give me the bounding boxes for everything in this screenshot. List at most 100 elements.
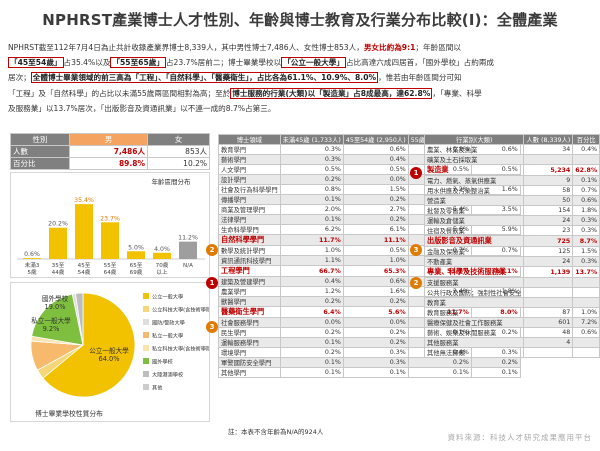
table-row: 教育服務業 87 1.0% (423, 307, 600, 318)
field-table-header: 博士領域 (218, 134, 281, 145)
industry-name: 運輸及倉儲業 (423, 215, 525, 226)
female-count: 853人 (147, 145, 210, 158)
industry-count: 4 (523, 337, 574, 348)
field-value: 11.1% (342, 234, 409, 246)
industry-name: 教育服務業 (423, 307, 525, 318)
intro-highlight: 男女比約為9:1 (363, 43, 416, 52)
field-name: 社會服務學門 (218, 317, 281, 328)
industry-table-header: 行業別(大類) (423, 134, 525, 145)
field-value: 0.6% (342, 276, 409, 287)
table-row: 批發及零售業 154 1.8% (423, 205, 600, 216)
legend-label: 大陸港澳學校 (152, 371, 183, 379)
industry-percent (572, 287, 600, 298)
field-value: 2.7% (342, 204, 409, 215)
field-name: 環境學門 (218, 347, 281, 358)
legend-label: 國防/警政大學 (152, 319, 185, 327)
industry-count: 34 (523, 144, 574, 155)
male-percent: 89.8% (69, 157, 148, 170)
legend-label: 其他 (152, 384, 162, 392)
industry-percent (572, 337, 600, 348)
age-tick-label: 54歲 (78, 268, 91, 276)
legend-swatch (143, 319, 149, 325)
source-credit: 資料來源：科技人才研究成果應用平台 (447, 433, 592, 442)
industry-percent (572, 297, 600, 308)
school-chart-title: 博士畢業學校性質分布 (35, 409, 103, 418)
industry-percent (572, 154, 600, 165)
table-row: 其他無法歸類 (423, 347, 600, 358)
intro-text: 居次； (8, 73, 31, 83)
table-row: 住宿及餐飲業 23 0.3% (423, 225, 600, 236)
table-row: 醫療保健及社會工作服務業 601 7.2% (423, 317, 600, 328)
legend-label: 國外學校 (152, 358, 173, 366)
school-pie-chart: 公立一般大學64.0%私立一般大學9.2%國外學校19.0%公立一般大學公立科技… (30, 292, 213, 418)
field-name: 醫藥衛生學門 (218, 306, 281, 318)
age-tick-label: 64歲 (104, 268, 117, 276)
field-value: 0.1% (470, 367, 521, 378)
industry-count: 725 (523, 235, 574, 247)
field-value: 0.2% (342, 194, 409, 205)
industry-count: 50 (523, 195, 574, 206)
industry-table: 行業別(大類) 人數 (8,339人) 百分比 農業、林業及漁業 34 0.4% 礦業及土石… (423, 134, 600, 358)
field-value: 0.2% (342, 296, 409, 307)
industry-percent: 0.3% (572, 215, 600, 226)
industry-count: 87 (523, 307, 574, 318)
age-tick-label: 55至 (104, 262, 117, 269)
intro-text: 占35.4%以及 (63, 58, 111, 68)
legend-label: 公立一般大學 (152, 293, 183, 301)
pie-label-private: 9.2% (43, 325, 60, 333)
field-value: 1.6% (342, 286, 409, 297)
age-tick-label: 5歲 (27, 268, 37, 276)
industry-percent: 0.3% (572, 256, 600, 267)
female-header: 女 (147, 133, 210, 146)
field-name: 法律學門 (218, 214, 281, 225)
age-bar (23, 258, 41, 259)
industry-percent: 0.1% (572, 175, 600, 186)
legend-swatch (143, 371, 149, 377)
percent-label: 百分比 (9, 157, 71, 170)
age-bar (101, 222, 119, 259)
pie-slice (75, 292, 84, 346)
table-row: 不動產業 24 0.3% (423, 256, 600, 267)
field-value: 0.3% (279, 144, 344, 155)
industry-percent: 0.3% (572, 225, 600, 236)
field-value: 6.2% (279, 224, 344, 235)
rank-badge-1: 1 (206, 277, 218, 289)
rank-badge-2: 2 (410, 277, 422, 289)
field-value: 0.6% (342, 144, 409, 155)
legend-label: 公立科技大學(含技術學院) (152, 306, 209, 314)
table-row: 礦業及土石採取業 (423, 154, 600, 165)
field-name: 運輸服務學門 (218, 337, 281, 348)
field-value: 5.6% (342, 306, 409, 318)
industry-count: 154 (523, 205, 574, 216)
pie-label-public: 公立一般大學 (89, 346, 129, 355)
field-name: 其他學門 (218, 367, 281, 378)
industry-percent: 1.5% (572, 246, 600, 257)
age-tick-label: 44歲 (52, 268, 65, 276)
field-value: 0.1% (279, 367, 344, 378)
field-name: 生命科學學門 (218, 224, 281, 235)
age-tick-label: 35至 (52, 262, 65, 269)
table-row: 教育業 (423, 297, 600, 308)
age-bar-label: 35.4% (74, 197, 94, 204)
field-value: 0.1% (279, 337, 344, 348)
field-value: 1.0% (342, 255, 409, 266)
pie-slice (42, 292, 136, 398)
intro-boxed: 「55至65歲」 (110, 57, 166, 69)
age-tick-label: 70歲 (156, 261, 169, 269)
industry-name: 製造業 (423, 164, 525, 176)
table-row: 電力、燃氣、蒸氣供應業 9 0.1% (423, 175, 600, 186)
field-name: 民生學門 (218, 327, 281, 338)
field-value: 0.2% (470, 357, 521, 368)
table-row: 公共行政及國防；強制性社會安全 (423, 287, 600, 298)
field-value: 0.2% (279, 174, 344, 185)
industry-count: 601 (523, 317, 574, 328)
legend-swatch (143, 384, 149, 390)
legend-swatch (143, 345, 149, 351)
field-value: 0.0% (279, 317, 344, 328)
legend-swatch (143, 332, 149, 338)
field-table-note: 註：本表不含年齡為N/A的924人 (228, 428, 324, 436)
industry-name: 支援服務業 (423, 277, 525, 288)
industry-name: 住宿及餐飲業 (423, 225, 525, 236)
rank-badge-2: 2 (206, 244, 218, 256)
field-name: 建築及營建學門 (218, 276, 281, 287)
